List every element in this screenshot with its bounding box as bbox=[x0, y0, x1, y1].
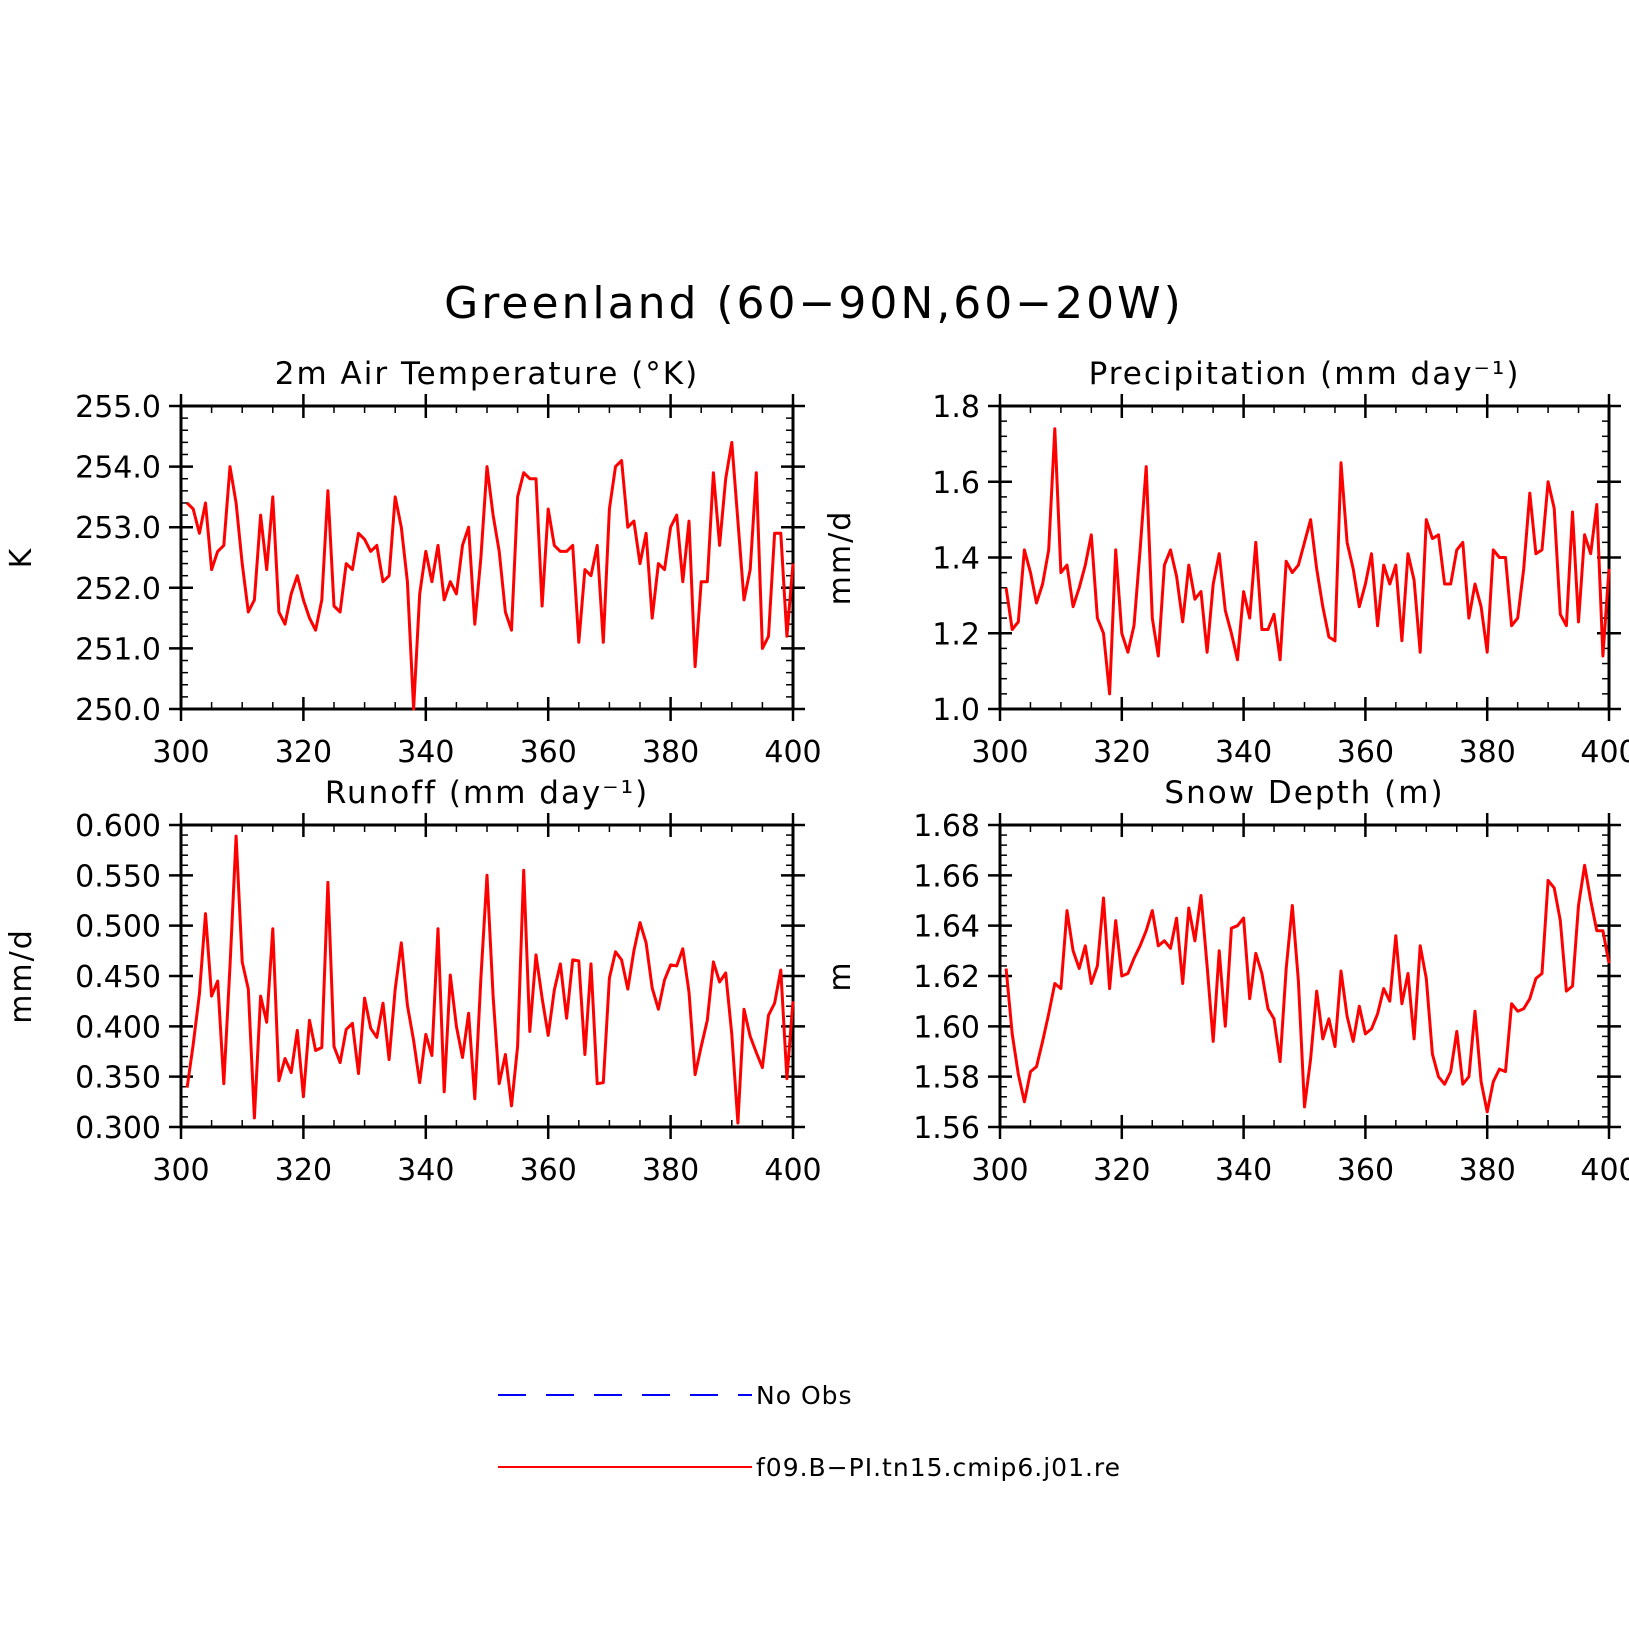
x-tick-label: 320 bbox=[275, 735, 332, 770]
x-tick-label: 320 bbox=[1093, 735, 1150, 770]
panel-2: Precipitation (mm day⁻¹) 1.0 1.2 1.4 1.6 1.8 3… bbox=[823, 356, 1629, 770]
y-axis-label: mm/d bbox=[4, 928, 39, 1024]
legend-label-2: f09.B−PI.tn15.cmip6.j01.re bbox=[756, 1453, 1121, 1482]
x-tick-label: 400 bbox=[1580, 735, 1629, 770]
legend-label-1: No Obs bbox=[756, 1381, 853, 1410]
plot-frame bbox=[179, 404, 795, 711]
y-axis-label: K bbox=[4, 547, 39, 569]
y-tick-label: 1.8 bbox=[932, 390, 980, 425]
x-tick-label: 340 bbox=[397, 735, 454, 770]
y-tick-label: 254.0 bbox=[75, 451, 161, 486]
y-tick-label: 1.58 bbox=[913, 1061, 980, 1096]
y-axis-label: m bbox=[823, 960, 858, 991]
panel-1: 2m Air Temperature (°K) 250.0 251.0 252.0 25… bbox=[4, 356, 822, 770]
y-tick-label: 250.0 bbox=[75, 693, 161, 728]
y-tick-label: 0.400 bbox=[75, 1010, 161, 1045]
series-line bbox=[186, 440, 795, 711]
series-line bbox=[1004, 863, 1611, 1114]
y-axis-label: mm/d bbox=[823, 510, 858, 606]
x-tick-label: 400 bbox=[1580, 1153, 1629, 1188]
panel-title: Precipitation (mm day⁻¹) bbox=[1089, 356, 1521, 392]
x-tick-label: 300 bbox=[152, 1153, 209, 1188]
x-tick-label: 340 bbox=[1215, 1153, 1272, 1188]
y-tick-label: 0.350 bbox=[75, 1061, 161, 1096]
y-tick-label: 1.66 bbox=[913, 859, 980, 894]
y-tick-label: 1.60 bbox=[913, 1010, 980, 1045]
x-tick-label: 360 bbox=[520, 735, 577, 770]
legend: No Obs f09.B−PI.tn15.cmip6.j01.re bbox=[498, 1381, 1121, 1482]
x-tick-label: 380 bbox=[642, 735, 699, 770]
y-tick-label: 0.450 bbox=[75, 960, 161, 995]
x-tick-label: 300 bbox=[971, 1153, 1028, 1188]
panel-title: 2m Air Temperature (°K) bbox=[275, 356, 699, 392]
x-tick-label: 320 bbox=[275, 1153, 332, 1188]
y-tick-label: 253.0 bbox=[75, 511, 161, 546]
series-line bbox=[185, 834, 795, 1125]
y-tick-label: 251.0 bbox=[75, 632, 161, 667]
y-tick-label: 1.0 bbox=[932, 693, 980, 728]
panel-title: Snow Depth (m) bbox=[1164, 775, 1444, 811]
x-tick-label: 380 bbox=[1459, 735, 1516, 770]
series-line bbox=[1004, 427, 1611, 696]
x-tick-label: 320 bbox=[1093, 1153, 1150, 1188]
x-tick-label: 400 bbox=[764, 1153, 821, 1188]
panel-title: Runoff (mm day⁻¹) bbox=[325, 775, 649, 811]
y-tick-label: 1.4 bbox=[932, 542, 980, 577]
chart-panels: 2m Air Temperature (°K) 250.0 251.0 252.0 25… bbox=[4, 356, 1629, 1188]
y-tick-label: 1.56 bbox=[913, 1111, 980, 1146]
y-tick-label: 1.64 bbox=[913, 910, 980, 945]
x-tick-label: 360 bbox=[1337, 1153, 1394, 1188]
plot-frame bbox=[179, 823, 795, 1129]
y-tick-label: 252.0 bbox=[75, 572, 161, 607]
y-tick-label: 0.550 bbox=[75, 859, 161, 894]
x-tick-label: 300 bbox=[971, 735, 1028, 770]
x-tick-label: 380 bbox=[642, 1153, 699, 1188]
y-tick-label: 0.600 bbox=[75, 809, 161, 844]
y-tick-label: 255.0 bbox=[75, 390, 161, 425]
x-tick-label: 400 bbox=[764, 735, 821, 770]
figure-title: Greenland (60−90N,60−20W) bbox=[444, 278, 1184, 329]
x-tick-label: 380 bbox=[1459, 1153, 1516, 1188]
y-tick-label: 0.300 bbox=[75, 1111, 161, 1146]
y-tick-label: 1.62 bbox=[913, 960, 980, 995]
plot-frame bbox=[998, 404, 1611, 711]
x-tick-label: 300 bbox=[152, 735, 209, 770]
y-tick-label: 1.2 bbox=[932, 617, 980, 652]
y-tick-label: 0.500 bbox=[75, 910, 161, 945]
panel-4: Snow Depth (m) 1.56 1.58 1.60 1.62 1.64 1.66 1.… bbox=[823, 775, 1629, 1188]
x-tick-label: 360 bbox=[1337, 735, 1394, 770]
y-tick-label: 1.6 bbox=[932, 466, 980, 501]
x-tick-label: 340 bbox=[397, 1153, 454, 1188]
x-tick-label: 340 bbox=[1215, 735, 1272, 770]
panel-3: Runoff (mm day⁻¹) 0.300 0.350 0.400 0.450 0.5… bbox=[4, 775, 822, 1188]
x-tick-label: 360 bbox=[520, 1153, 577, 1188]
y-tick-label: 1.68 bbox=[913, 809, 980, 844]
